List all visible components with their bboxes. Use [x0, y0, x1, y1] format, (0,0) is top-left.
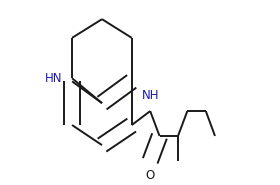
Text: HN: HN — [45, 72, 63, 85]
Text: O: O — [146, 169, 155, 182]
Text: NH: NH — [142, 90, 160, 102]
